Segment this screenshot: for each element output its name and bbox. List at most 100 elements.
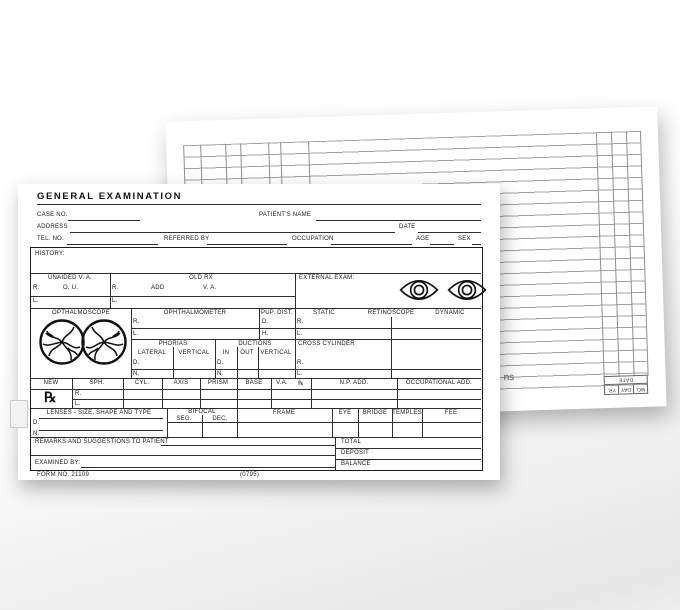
static-title: STATIC: [313, 310, 335, 316]
l-label: L.: [133, 331, 139, 337]
r-label: R.: [112, 285, 119, 291]
day-column-label: DAY: [618, 384, 633, 394]
table-rule: [123, 378, 124, 408]
section-rule: [131, 328, 481, 329]
va-header: V.A.: [276, 380, 288, 386]
fundus-drawing-icon: [39, 319, 85, 365]
write-line: [70, 232, 395, 233]
unaided-va-title: UNAIDED V. A.: [47, 275, 93, 281]
ductions-title: DUCTIONS: [238, 341, 272, 347]
l-label: L.: [297, 331, 303, 337]
n-label: N.: [133, 371, 140, 377]
table-rule: [31, 389, 481, 390]
examined-by-label: EXAMINED BY:: [35, 460, 81, 466]
total-label: TOTAL: [341, 439, 362, 445]
table-rule: [72, 378, 73, 408]
age-label: AGE: [416, 236, 430, 242]
table-rule: [31, 408, 481, 409]
section-rule: [391, 317, 392, 378]
mo-column-label: MO.: [632, 383, 648, 394]
n-label: N.: [33, 431, 40, 437]
table-rule: [72, 399, 481, 400]
write-line: [161, 445, 335, 446]
d-label: D.: [262, 319, 269, 325]
d-label: D.: [217, 360, 224, 366]
write-line: [81, 467, 335, 468]
section-rule: [259, 308, 260, 339]
base-header: BASE: [245, 380, 263, 386]
date-label: DATE: [618, 376, 634, 383]
dec-label: DEC.: [212, 416, 228, 422]
rx-header: ℞: [298, 381, 304, 387]
new-title: NEW: [43, 380, 59, 386]
balance-label: BALANCE: [341, 461, 371, 467]
add-label: ADD: [151, 285, 165, 291]
old-rx-title: OLD RX: [189, 275, 213, 281]
partial-text-fragment: ns: [503, 371, 515, 384]
temples-header: TEMPLES: [392, 410, 422, 416]
occupation-label: OCCUPATION: [292, 236, 334, 242]
r-label: R.: [297, 319, 304, 325]
write-line: [331, 244, 412, 245]
seg-label: SEG.: [176, 416, 192, 422]
eye-icon: [399, 279, 439, 301]
table-rule: [202, 415, 203, 437]
r-label: R.: [133, 319, 140, 325]
write-line: [31, 455, 335, 456]
yr-column-label: YR.: [607, 386, 617, 394]
r-label: R.: [297, 360, 304, 366]
ophthalmometer-title: OPHTHALMOMETER: [163, 310, 227, 316]
np-add-header: N.P. ADD.: [339, 380, 369, 386]
section-rule: [131, 339, 481, 340]
l-label: L.: [33, 298, 39, 304]
write-line: [207, 244, 287, 245]
out-label: OUT: [240, 350, 254, 356]
history-label: HISTORY:: [35, 251, 65, 257]
write-line: [418, 232, 481, 233]
bridge-header: BRIDGE: [362, 410, 388, 416]
write-line: [472, 244, 481, 245]
section-rule: [31, 296, 295, 297]
table-rule: [335, 459, 481, 460]
general-examination-form: GENERAL EXAMINATION CASE NO. PATIENT'S N…: [18, 184, 500, 480]
title-rule: [37, 204, 481, 205]
opthalmoscope-title: OPTHALMOSCOPE: [52, 310, 110, 316]
sex-label: SEX: [458, 236, 471, 242]
fee-header: FEE: [444, 410, 458, 416]
eye-icon: [447, 279, 487, 301]
occupational-add-header: OCCUPATIONAL ADD.: [405, 380, 473, 386]
axis-header: AXIS: [173, 380, 189, 386]
table-rule: [162, 378, 163, 408]
table-rule: [397, 378, 398, 408]
background-sheet-corner: [10, 400, 28, 428]
l-label: L.: [112, 298, 118, 304]
tel-no-label: TEL. NO.: [37, 236, 65, 242]
section-rule: [31, 308, 481, 309]
date-column-header: MO. DAY YR. DATE: [603, 374, 649, 396]
frame-header: FRAME: [272, 410, 296, 416]
rx-symbol: ℞: [44, 389, 57, 405]
ou-label: O. U.: [63, 285, 79, 291]
address-label: ADDRESS: [37, 224, 68, 230]
section-rule: [215, 339, 216, 378]
section-rule: [295, 273, 296, 378]
in-label: IN: [222, 350, 230, 356]
r-label: R.: [75, 391, 82, 397]
write-line: [430, 244, 454, 245]
case-no-label: CASE NO.: [37, 212, 68, 218]
table-rule: [167, 422, 481, 423]
revision-code: (0795): [240, 472, 260, 478]
form-title: GENERAL EXAMINATION: [37, 191, 183, 202]
cyl-header: CYL.: [134, 380, 150, 386]
write-line: [39, 418, 163, 419]
section-rule: [131, 369, 481, 370]
write-line: [67, 244, 158, 245]
lenses-title: LENSES - SIZE, SHAPE AND TYPE: [46, 410, 152, 416]
prism-header: PRISM: [207, 380, 229, 386]
table-rule: [237, 378, 238, 408]
sph-header: SPH.: [89, 380, 105, 386]
table-rule: [200, 378, 201, 408]
section-rule: [335, 437, 336, 470]
pup-dist-title: PUP. DIST.: [260, 310, 294, 316]
